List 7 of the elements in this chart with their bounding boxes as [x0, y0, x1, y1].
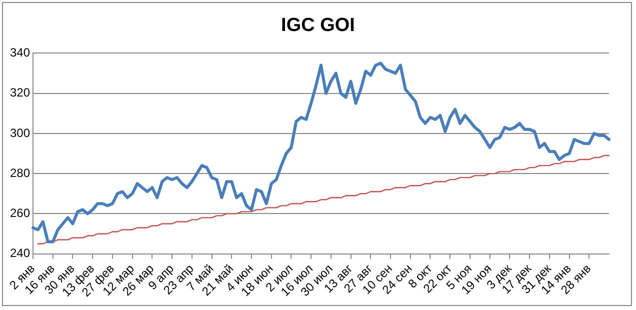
chart-title: IGC GOI [280, 15, 356, 37]
y-tick-label: 280 [10, 166, 30, 180]
y-tick-label: 240 [10, 246, 30, 260]
y-tick-label: 260 [10, 206, 30, 220]
y-tick-label: 320 [10, 86, 30, 100]
y-tick-label: 300 [10, 126, 30, 140]
y-tick-label: 340 [10, 46, 30, 60]
